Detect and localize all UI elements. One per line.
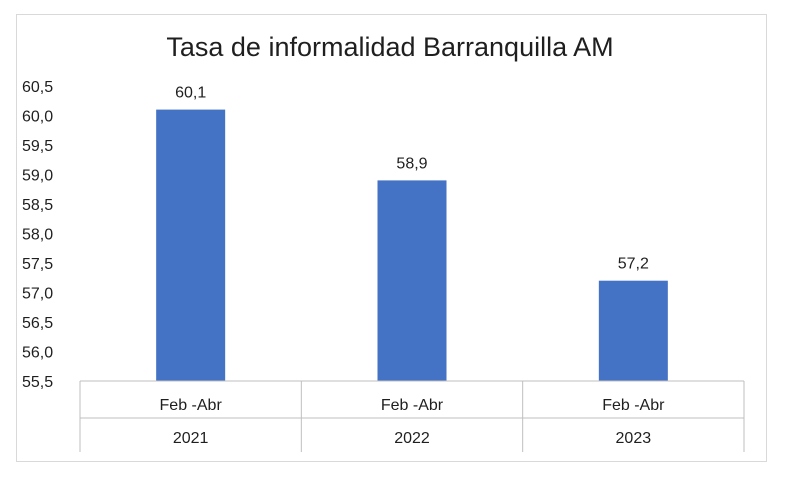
category-sub-label: Feb -Abr: [381, 397, 444, 414]
y-tick-label: 55,5: [22, 374, 53, 391]
bar-value-label: 57,2: [618, 256, 649, 273]
category-group-label: 2023: [616, 430, 652, 447]
bar: [377, 180, 447, 381]
bar: [598, 280, 668, 381]
y-tick-label: 58,5: [22, 197, 53, 214]
y-tick-label: 60,5: [22, 79, 53, 96]
chart-title: Tasa de informalidad Barranquilla AM: [166, 32, 613, 62]
bar-value-labels: 60,1 58,9 57,2: [175, 85, 649, 273]
category-axis: Feb -Abr 2021 Feb -Abr 2022 Feb -Abr 2023: [79, 380, 745, 452]
y-tick-label: 57,0: [22, 286, 53, 303]
y-tick-label: 56,5: [22, 315, 53, 332]
bar-value-label: 58,9: [396, 155, 427, 172]
category-group-label: 2022: [394, 430, 430, 447]
y-tick-label: 57,5: [22, 256, 53, 273]
category-sub-label: Feb -Abr: [160, 397, 223, 414]
y-tick-label: 60,0: [22, 109, 53, 126]
category-sub-label: Feb -Abr: [602, 397, 665, 414]
y-axis-ticks: 60,5 60,0 59,5 59,0 58,5 58,0 57,5 57,0 56,5 56,0…: [22, 79, 53, 391]
bar-value-label: 60,1: [175, 85, 206, 102]
bar: [156, 109, 226, 381]
category-group-label: 2021: [173, 430, 209, 447]
y-tick-label: 59,0: [22, 168, 53, 185]
bars: [156, 109, 668, 381]
y-tick-label: 58,0: [22, 227, 53, 244]
y-tick-label: 56,0: [22, 345, 53, 362]
y-tick-label: 59,5: [22, 138, 53, 155]
